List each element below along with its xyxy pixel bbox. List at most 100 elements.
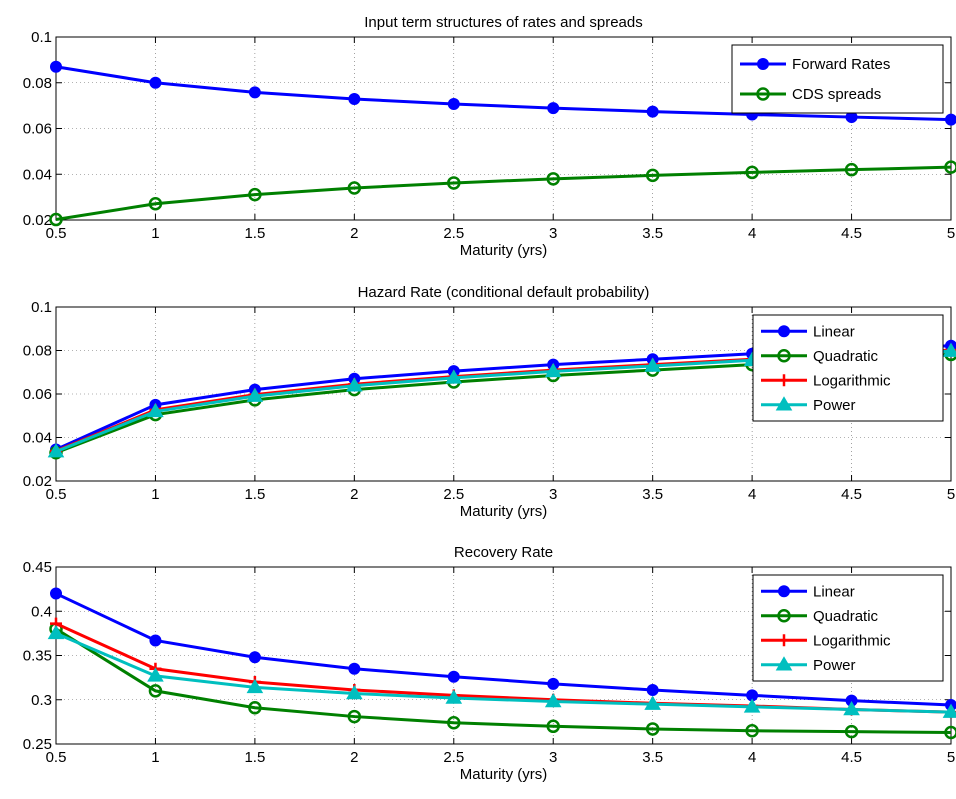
data-point xyxy=(944,725,956,740)
data-point xyxy=(645,168,660,183)
y-tick-label: 0.08 xyxy=(23,75,52,92)
legend-marker xyxy=(778,374,790,387)
x-tick-label: 2.5 xyxy=(443,225,464,242)
data-point xyxy=(546,172,560,186)
data-point xyxy=(544,362,562,378)
legend-marker xyxy=(775,656,793,671)
y-tick-label: 0.02 xyxy=(23,212,52,229)
chart-panel-2: 0.5 1 1.5 2 2.5 3 3.5 4 4.5 5 0.02 0.04 0.06 0.08 0.1 H… xyxy=(23,284,956,520)
series-forward-rates xyxy=(50,60,956,126)
data-point xyxy=(348,92,361,105)
x-tick-label: 0.5 xyxy=(46,225,67,242)
series-line xyxy=(55,165,952,222)
data-point xyxy=(547,102,560,115)
data-point xyxy=(248,700,262,715)
series-quadratic xyxy=(49,622,956,740)
data-point xyxy=(147,667,164,682)
y-tick-label: 0.45 xyxy=(23,559,52,576)
legend-marker xyxy=(777,609,791,623)
data-point xyxy=(47,443,65,458)
y-tick-label: 0.06 xyxy=(23,121,52,138)
legend-label: Quadratic xyxy=(813,608,879,625)
x-tick-label: 3 xyxy=(549,225,557,242)
y-tick-label: 0.4 xyxy=(31,603,52,620)
x-tick-label: 0.5 xyxy=(46,486,67,503)
legend-marker xyxy=(778,325,790,338)
x-tick-label: 5 xyxy=(947,749,955,766)
x-tick-label: 5 xyxy=(947,486,955,503)
data-point xyxy=(945,113,956,126)
y-tick-label: 0.04 xyxy=(23,430,52,447)
legend-label: Power xyxy=(813,657,856,674)
legend-label: Logarithmic xyxy=(813,632,891,649)
x-tick-label: 1.5 xyxy=(244,749,265,766)
x-tick-label: 2.5 xyxy=(443,486,464,503)
x-tick-label: 3.5 xyxy=(642,225,663,242)
x-tick-label: 4.5 xyxy=(841,749,862,766)
x-axis-label: Maturity (yrs) xyxy=(460,766,548,783)
data-point xyxy=(445,689,463,704)
series-cds-spreads xyxy=(49,160,956,227)
chart-panel-3: 0.5 1 1.5 2 2.5 3 3.5 4 4.5 5 0.25 0.3 0.35 0.4 0.45 Re… xyxy=(23,544,956,783)
x-tick-label: 3 xyxy=(549,486,557,503)
data-point xyxy=(148,197,163,211)
data-point xyxy=(346,377,363,392)
data-point xyxy=(50,587,62,600)
data-point xyxy=(942,703,956,718)
legend: Linear Quadratic Logarithmic Power xyxy=(752,574,944,682)
data-point xyxy=(246,678,264,694)
x-tick-label: 2 xyxy=(350,749,358,766)
x-axis-label: Maturity (yrs) xyxy=(460,503,548,520)
data-point xyxy=(644,357,661,372)
legend-label: Logarithmic xyxy=(813,372,891,389)
legend-marker xyxy=(778,634,790,647)
data-point xyxy=(246,387,264,402)
data-point xyxy=(248,651,261,664)
data-point xyxy=(745,165,759,180)
data-point xyxy=(844,724,859,739)
data-point xyxy=(50,60,62,73)
legend-label: Power xyxy=(813,397,856,414)
y-tick-label: 0.1 xyxy=(31,299,52,316)
x-tick-label: 2 xyxy=(350,225,358,242)
x-axis-label: Maturity (yrs) xyxy=(460,242,548,259)
data-point xyxy=(547,677,560,690)
data-point xyxy=(346,685,363,700)
x-tick-label: 1 xyxy=(151,486,159,503)
x-tick-label: 5 xyxy=(947,225,955,242)
series-line xyxy=(55,65,952,122)
x-tick-label: 1.5 xyxy=(244,486,265,503)
data-point xyxy=(347,181,362,195)
legend-label: Linear xyxy=(813,583,855,600)
x-tick-label: 4 xyxy=(748,749,756,766)
data-point xyxy=(347,709,362,724)
legend-marker xyxy=(757,58,769,70)
x-tick-label: 4 xyxy=(748,486,756,503)
data-point xyxy=(447,176,461,190)
data-point xyxy=(646,684,659,697)
x-tick-label: 3.5 xyxy=(642,749,663,766)
data-point xyxy=(447,98,460,111)
legend-label: CDS spreads xyxy=(792,86,881,103)
legend-marker xyxy=(775,396,793,411)
data-point xyxy=(147,402,164,418)
data-point xyxy=(47,624,65,640)
data-point xyxy=(743,698,761,713)
data-point xyxy=(149,634,162,647)
data-point xyxy=(942,342,956,357)
x-tick-label: 4 xyxy=(748,225,756,242)
y-tick-label: 0.35 xyxy=(23,648,52,665)
x-tick-label: 4.5 xyxy=(841,225,862,242)
data-point xyxy=(248,86,261,99)
chart-title: Input term structures of rates and sprea… xyxy=(364,14,642,31)
y-tick-label: 0.25 xyxy=(23,736,52,753)
x-tick-label: 1 xyxy=(151,749,159,766)
data-point xyxy=(148,684,163,698)
legend: Linear Quadratic Logarithmic Power xyxy=(752,314,944,422)
legend: Forward Rates CDS spreads xyxy=(731,44,944,114)
x-tick-label: 4.5 xyxy=(841,486,862,503)
chart-panel-1: 0.5 1 1.5 2 2.5 3 3.5 4 4.5 5 0.02 0.04 0.06 0.08 0.1 I… xyxy=(23,14,956,259)
y-tick-label: 0.1 xyxy=(31,29,52,46)
data-point xyxy=(644,695,661,710)
data-point xyxy=(348,662,361,675)
